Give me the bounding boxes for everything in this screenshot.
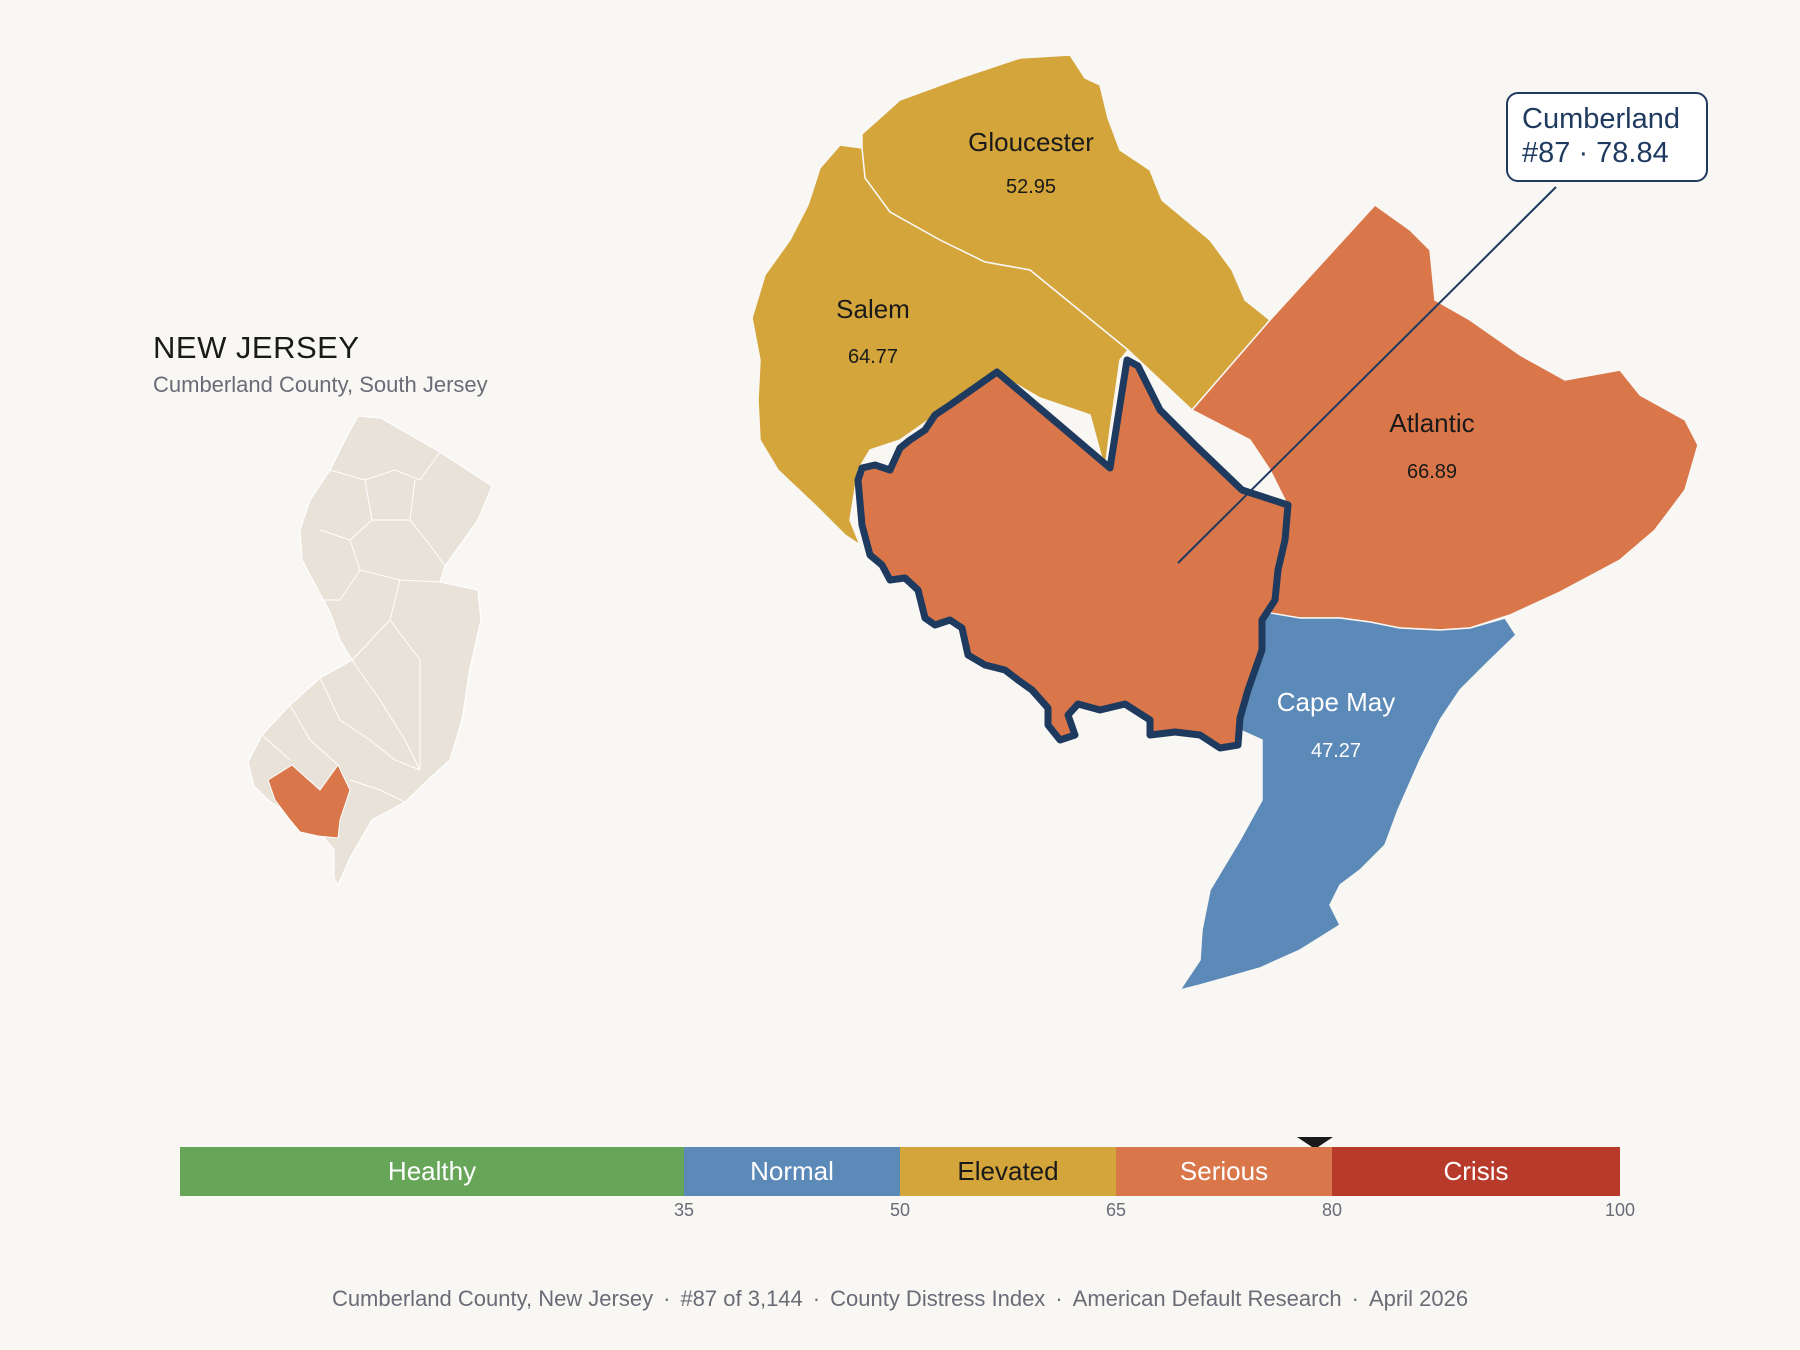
footer-date: April 2026 (1368, 1286, 1469, 1311)
callout-rank-score: #87 · 78.84 (1522, 137, 1669, 169)
label-atlantic-name: Atlantic (1389, 408, 1474, 438)
footer: Cumberland County, New Jersey · #87 of 3,1… (331, 1286, 1469, 1311)
county-salem[interactable] (751, 144, 1130, 547)
nj-state-shape (247, 415, 493, 887)
distress-scale: Healthy Normal Elevated Serious Crisis (180, 1147, 1620, 1196)
scale-tick-35: 35 (673, 1200, 695, 1220)
footer-rank: #87 of 3,144 (680, 1286, 803, 1311)
scale-segment-crisis: Crisis (1332, 1147, 1620, 1196)
callout-box: Cumberland #87 · 78.84 (1506, 92, 1708, 182)
county-cumberland[interactable] (854, 356, 1292, 752)
nj-inset-map (247, 415, 493, 887)
scale-tick-50: 50 (889, 1200, 911, 1220)
scale-tick-65: 65 (1105, 1200, 1127, 1220)
scale-tick-100: 100 (1604, 1200, 1636, 1220)
label-cape-may-name: Cape May (1277, 687, 1396, 717)
label-cape-may-score: 47.27 (1311, 740, 1361, 762)
label-gloucester-score: 52.95 (1006, 176, 1056, 198)
nj-inset-cumberland (267, 764, 351, 839)
footer-county: Cumberland County, New Jersey (331, 1286, 654, 1311)
scale-segment-elevated: Elevated (900, 1147, 1116, 1196)
footer-source: American Default Research (1072, 1286, 1342, 1311)
inset-title: NEW JERSEY (153, 330, 360, 365)
nj-county-lines (261, 451, 446, 803)
county-map: Gloucester 52.95 Salem 64.77 Atlantic 66… (751, 54, 1699, 992)
county-cape-may[interactable] (1178, 611, 1517, 992)
scale-segment-serious: Serious (1116, 1147, 1332, 1196)
label-gloucester-name: Gloucester (968, 127, 1094, 157)
scale-tick-80: 80 (1321, 1200, 1343, 1220)
callout-leader-line (1177, 186, 1557, 564)
scale-segment-normal: Normal (684, 1147, 900, 1196)
label-salem-name: Salem (836, 294, 910, 324)
scale-segment-healthy: Healthy (180, 1147, 684, 1196)
callout-county-name: Cumberland (1522, 103, 1680, 135)
footer-index: County Distress Index (830, 1286, 1046, 1311)
label-atlantic-score: 66.89 (1407, 461, 1457, 483)
scale-marker (1297, 1137, 1333, 1149)
label-salem-score: 64.77 (848, 346, 898, 368)
inset-subtitle: Cumberland County, South Jersey (153, 372, 488, 397)
